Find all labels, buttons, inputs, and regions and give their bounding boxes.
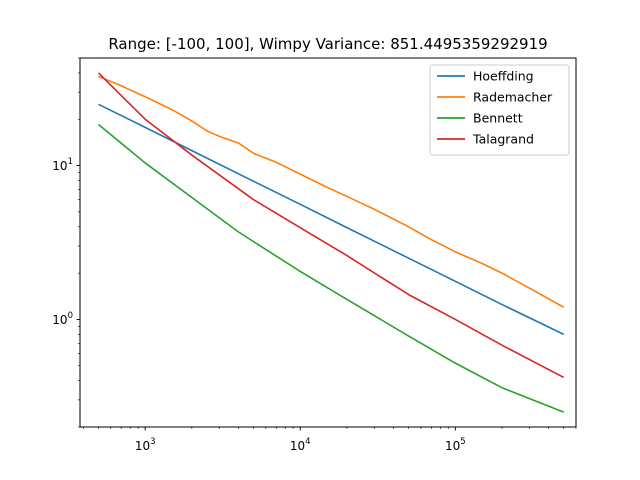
legend-label-rademacher: Rademacher [473, 90, 553, 105]
axes-frame [79, 57, 577, 428]
y-axis: 100 101 [52, 57, 80, 428]
series-line-hoeffding [98, 103, 565, 336]
x-tick-label: 105 [445, 437, 466, 453]
series-line-talagrand [97, 72, 565, 379]
plot-area [97, 72, 565, 413]
series-line-bennett [97, 123, 565, 413]
x-tick-label: 104 [290, 437, 311, 453]
y-tick-label: 100 [52, 311, 73, 327]
x-axis: 103 104 105 [83, 427, 577, 453]
legend: Hoeffding Rademacher Bennett Talagrand [429, 64, 570, 156]
x-tick-label: 103 [135, 437, 156, 453]
legend-label-hoeffding: Hoeffding [473, 69, 534, 84]
chart-title: Range: [-100, 100], Wimpy Variance: 851.… [108, 35, 547, 53]
legend-label-talagrand: Talagrand [472, 132, 534, 147]
legend-label-bennett: Bennett [473, 111, 523, 126]
y-tick-label: 101 [52, 157, 73, 173]
series-line-rademacher [98, 75, 565, 308]
legend-box [429, 64, 570, 156]
